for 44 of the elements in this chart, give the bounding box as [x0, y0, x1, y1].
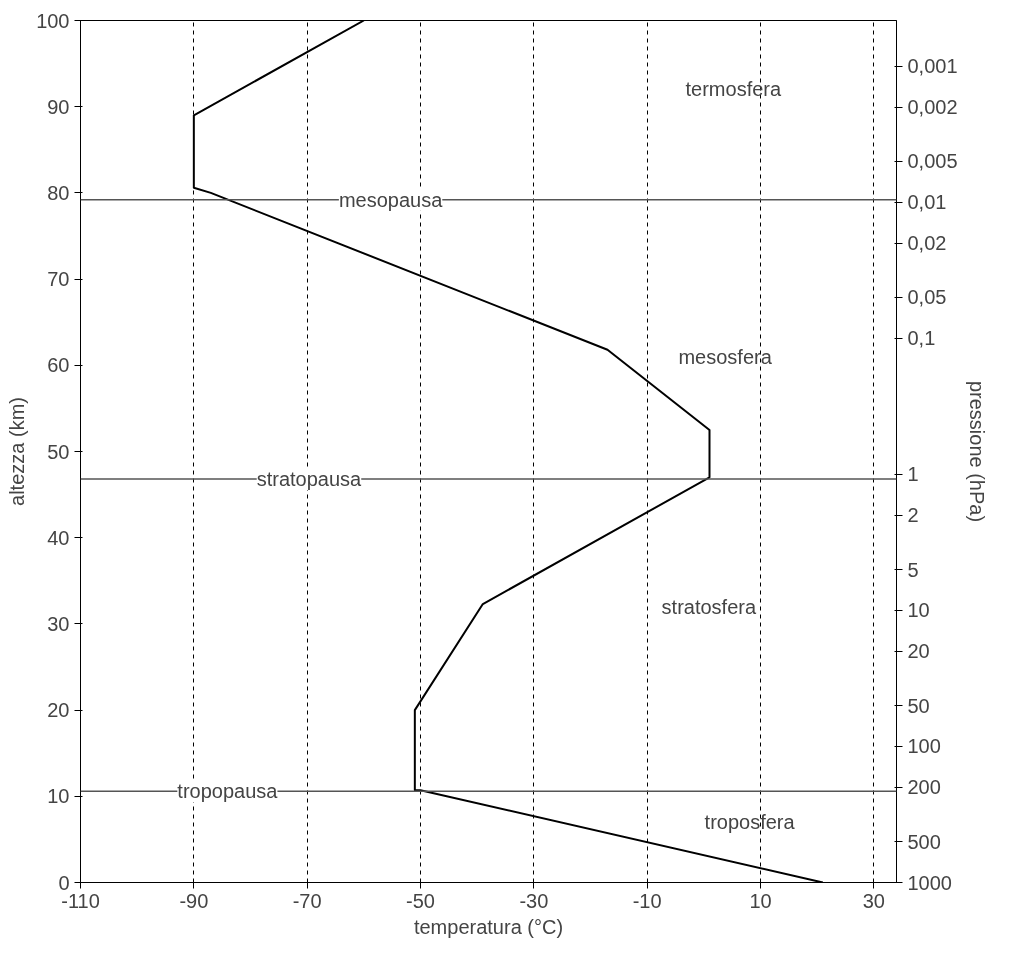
- y-tick-label: 20: [47, 699, 70, 722]
- y2-tick-label: 0,005: [907, 150, 958, 173]
- x-tick-label: -50: [406, 889, 435, 912]
- y2-tick-label: 0,002: [907, 96, 958, 119]
- y-tick-label: 50: [47, 440, 70, 463]
- y-tick-label: 40: [47, 526, 70, 549]
- y2-tick-label: 500: [907, 830, 941, 853]
- y2-tick-label: 0,01: [907, 191, 947, 214]
- y-tick-label: 90: [47, 95, 70, 118]
- y-tick-label: 30: [47, 612, 70, 635]
- x-tick-label: -70: [292, 889, 322, 912]
- ref-line-label: tropopausa: [177, 780, 279, 803]
- y2-tick-label: 50: [907, 694, 930, 717]
- y2-axis-title: pressione (hPa): [965, 380, 988, 523]
- x-axis-title: temperatura (°C): [413, 915, 564, 938]
- ref-line-label: stratopausa: [256, 468, 363, 491]
- annotation: troposfera: [704, 811, 796, 834]
- x-tick-label: 10: [749, 889, 772, 912]
- y-axis-title: altezza (km): [6, 397, 29, 506]
- y2-tick-label: 5: [907, 558, 919, 581]
- y-tick-label: 100: [36, 9, 70, 32]
- y2-tick-label: 2: [907, 504, 919, 527]
- annotation: stratosfera: [661, 595, 757, 618]
- y-tick-label: 10: [47, 785, 70, 808]
- y2-tick-label: 0,001: [907, 55, 958, 78]
- ref-line-label: mesopausa: [338, 188, 444, 211]
- x-tick-label: 30: [862, 889, 885, 912]
- x-tick-label: -30: [519, 889, 549, 912]
- y2-tick-label: 10: [907, 599, 930, 622]
- x-tick-label: -90: [179, 889, 209, 912]
- y-tick-label: 80: [47, 181, 70, 204]
- y-tick-label: 70: [47, 268, 70, 291]
- annotation: mesosfera: [678, 345, 773, 368]
- y2-tick-label: 20: [907, 640, 930, 663]
- annotation: termosfera: [685, 78, 782, 101]
- y2-tick-label: 0,1: [907, 327, 936, 350]
- y2-tick-label: 0,02: [907, 232, 947, 255]
- y2-tick-label: 200: [907, 776, 941, 799]
- y-tick-label: 60: [47, 354, 70, 377]
- y2-tick-label: 100: [907, 735, 941, 758]
- y2-tick-label: 0,05: [907, 286, 947, 309]
- x-tick-label: -10: [632, 889, 662, 912]
- y2-tick-label: 1: [907, 463, 919, 486]
- y2-tick-label: 1000: [907, 871, 952, 894]
